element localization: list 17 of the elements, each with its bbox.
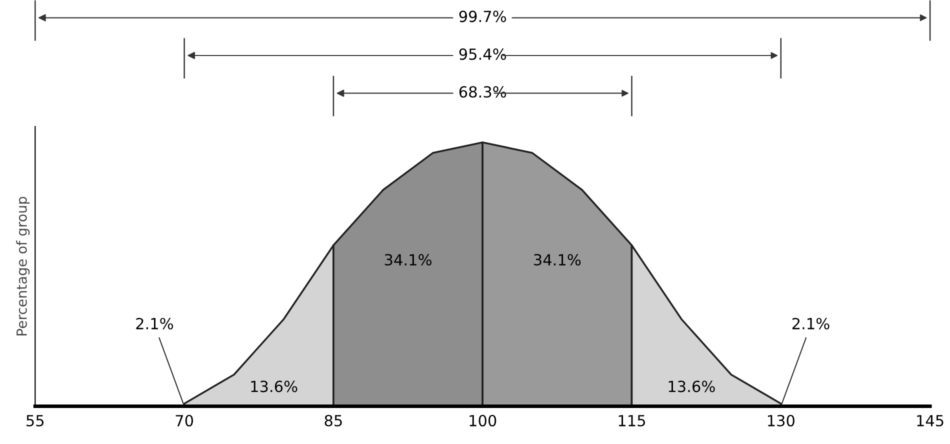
- x-tick-label: 145: [917, 415, 944, 426]
- text: 95.4%: [459, 48, 506, 60]
- annotation: 13.6%: [251, 380, 298, 392]
- annotation: 2.1%: [792, 318, 830, 330]
- text: 99.7%: [459, 10, 506, 22]
- x-tick-label: 130: [768, 414, 794, 426]
- text: 68.3%: [459, 86, 506, 98]
- x-tick-label: 85: [324, 414, 342, 426]
- annotation: 34.1%: [384, 254, 432, 266]
- x-tick-label: 115: [618, 415, 645, 426]
- x-tick-label: 70: [176, 414, 194, 426]
- annotation: 2.1%: [136, 318, 174, 330]
- x-tick-label: 55: [26, 415, 44, 426]
- annotation: 13.6%: [668, 380, 715, 392]
- annotation: 34.1%: [534, 254, 581, 266]
- x-tick-label: 100: [470, 414, 496, 426]
- y-axis-title: Percentage of group: [16, 196, 30, 336]
